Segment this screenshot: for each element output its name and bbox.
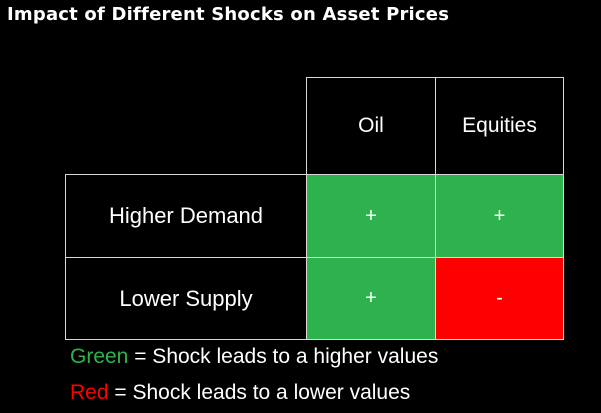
legend-color-word: Red [70,381,109,404]
cell-higher-demand-equities: + [435,174,564,258]
row-header-label: Higher Demand [108,203,264,228]
legend-item-green: Green = Shock leads to a higher values [70,345,438,369]
cell-lower-supply-equities: - [435,257,564,340]
cell-lower-supply-oil: + [306,257,436,340]
column-header-equities: Equities [435,77,564,175]
legend-text: = Shock leads to a higher values [128,345,439,368]
legend-color-word: Green [70,345,129,368]
effect-sign: + [365,287,377,309]
column-header-oil: Oil [306,77,436,175]
cell-higher-demand-oil: + [306,174,436,258]
row-header-lower-supply: Lower Supply [65,257,307,340]
row-header-higher-demand: Higher Demand [65,174,307,258]
diagram-title: Impact of Different Shocks on Asset Pric… [7,4,450,25]
legend-text: = Shock leads to a lower values [108,381,411,404]
legend-item-red: Red = Shock leads to a lower values [70,381,410,405]
column-header-label: Equities [462,114,537,137]
effect-sign: + [365,204,377,227]
column-header-label: Oil [358,114,384,137]
effect-sign: - [496,287,503,309]
effect-sign: + [493,204,506,227]
row-header-label: Lower Supply [119,285,253,311]
